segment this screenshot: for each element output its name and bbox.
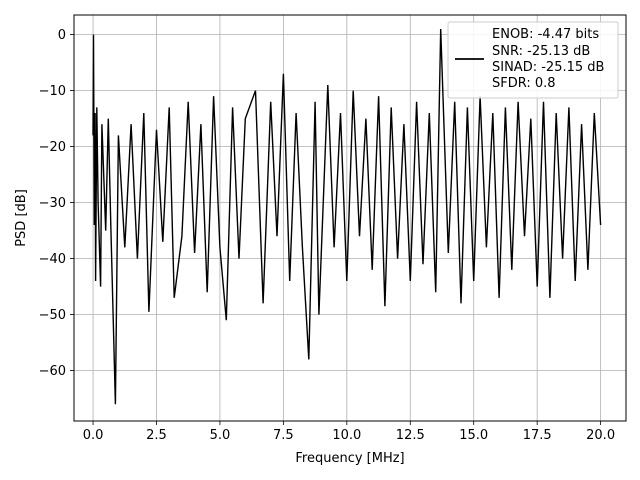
x-tick-label: 17.5 (523, 428, 552, 443)
psd-line (92, 28, 602, 405)
plot-frame (73, 14, 627, 422)
series-lines (92, 28, 602, 405)
legend-snr: SNR: -25.13 dB (492, 44, 590, 59)
x-axis-ticks: 0.0 2.5 5.0 7.5 10.0 12.5 15.0 17.5 20.0 (83, 421, 615, 443)
y-tick-label: −40 (39, 252, 66, 267)
legend-sinad: SINAD: -25.15 dB (492, 60, 604, 75)
y-tick-label: −10 (39, 84, 66, 99)
y-axis-ticks: 0 −10 −20 −30 −40 −50 −60 (39, 28, 74, 379)
x-tick-label: 20.0 (586, 428, 615, 443)
legend-sfdr: SFDR: 0.8 (492, 76, 556, 91)
x-tick-label: 12.5 (396, 428, 425, 443)
y-axis-label: PSD [dB] (14, 189, 29, 247)
legend: ENOB: -4.47 bits SNR: -25.13 dB SINAD: -… (447, 21, 619, 99)
x-tick-label: 0.0 (83, 428, 104, 443)
x-tick-label: 10.0 (332, 428, 361, 443)
y-tick-label: 0 (58, 28, 66, 43)
legend-box (447, 21, 619, 99)
legend-enob: ENOB: -4.47 bits (492, 27, 599, 42)
x-axis-label: Frequency [MHz] (295, 451, 404, 466)
y-tick-label: −50 (39, 308, 66, 323)
y-tick-label: −60 (39, 364, 66, 379)
y-tick-label: −20 (39, 140, 66, 155)
y-tick-label: −30 (39, 196, 66, 211)
x-tick-label: 5.0 (210, 428, 231, 443)
x-tick-label: 7.5 (273, 428, 294, 443)
x-tick-label: 2.5 (146, 428, 167, 443)
x-tick-label: 15.0 (459, 428, 488, 443)
